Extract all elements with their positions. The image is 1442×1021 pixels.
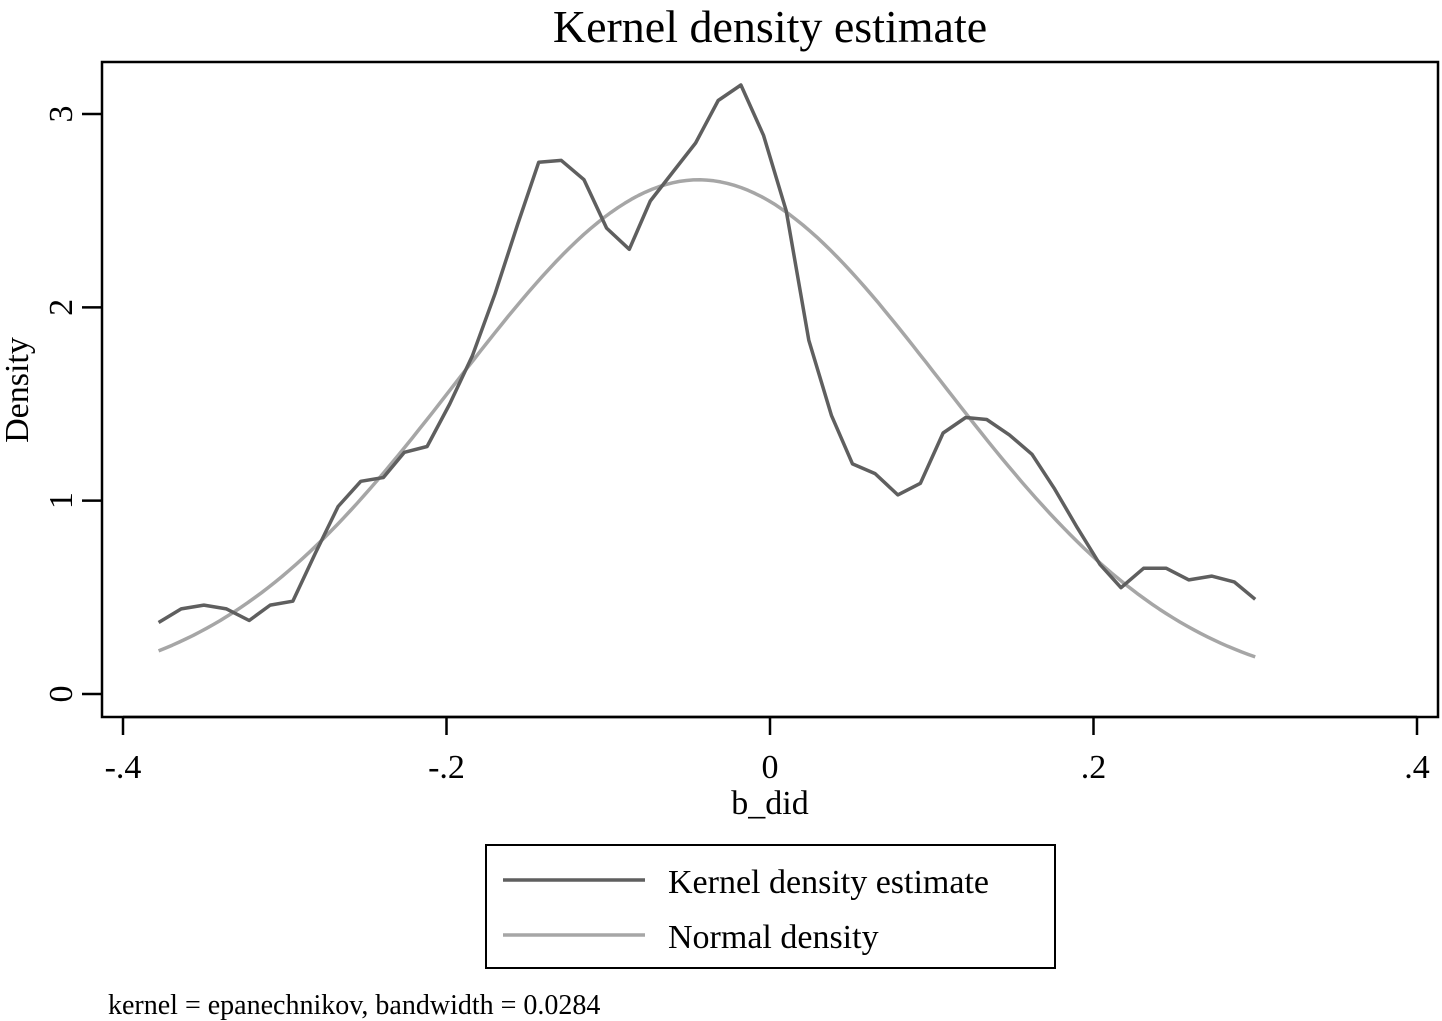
chart-note: kernel = epanechnikov, bandwidth = 0.028… [108,990,600,1021]
legend-label-normal: Normal density [668,919,879,956]
y-tick-label: 2 [43,299,80,316]
x-tick-label: .4 [1404,749,1430,786]
x-tick-label: -.4 [105,749,142,786]
x-tick-label: .2 [1081,749,1107,786]
series-line-normal [157,178,1256,659]
legend-box [485,844,1056,969]
series-line-kernel [157,83,1257,624]
y-tick-label: 0 [43,686,80,703]
y-axis-label: Density [0,337,36,443]
chart-title: Kernel density estimate [553,1,987,52]
legend-label-kernel: Kernel density estimate [668,864,989,901]
y-axis: 0 1 2 3 [43,106,102,703]
y-tick-label: 3 [43,106,80,123]
x-tick-label: 0 [762,749,779,786]
x-tick-label: -.2 [428,749,465,786]
series-layer [157,83,1257,659]
legend: Kernel density estimate Normal density [485,844,1056,969]
y-tick-label: 1 [43,492,80,509]
x-axis: -.4 -.2 0 .2 .4 [105,715,1430,786]
x-axis-label: b_did [731,785,808,822]
